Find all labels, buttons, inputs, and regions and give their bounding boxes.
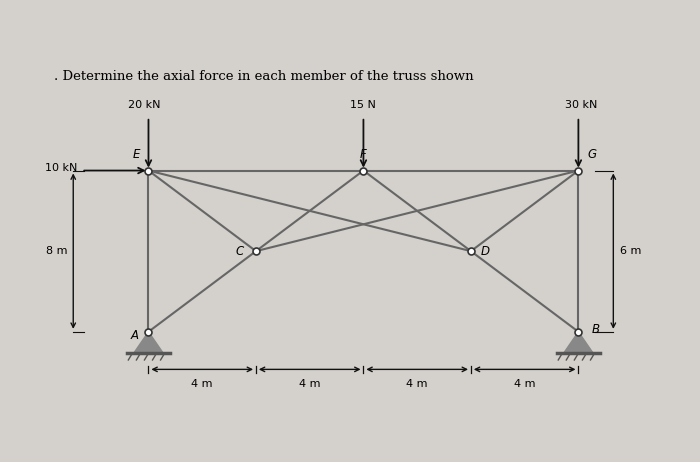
Text: 10 kN: 10 kN xyxy=(45,163,77,173)
Text: 8 m: 8 m xyxy=(46,246,68,256)
Text: G: G xyxy=(588,148,597,161)
Polygon shape xyxy=(564,332,593,353)
Text: 15 N: 15 N xyxy=(351,100,377,110)
Text: B: B xyxy=(592,322,600,335)
Text: 30 kN: 30 kN xyxy=(565,100,597,110)
Text: E: E xyxy=(133,148,141,161)
Text: D: D xyxy=(480,245,489,258)
Text: 4 m: 4 m xyxy=(299,379,321,389)
Text: 4 m: 4 m xyxy=(407,379,428,389)
Polygon shape xyxy=(134,332,163,353)
Text: C: C xyxy=(236,245,244,258)
Text: 4 m: 4 m xyxy=(192,379,213,389)
Text: A: A xyxy=(138,344,146,357)
Text: A: A xyxy=(131,329,139,342)
Text: . Determine the axial force in each member of the truss shown: . Determine the axial force in each memb… xyxy=(55,70,474,83)
Text: 4 m: 4 m xyxy=(514,379,536,389)
Text: 20 kN: 20 kN xyxy=(128,100,161,110)
Text: 6 m: 6 m xyxy=(620,246,641,256)
Text: F: F xyxy=(360,148,367,161)
